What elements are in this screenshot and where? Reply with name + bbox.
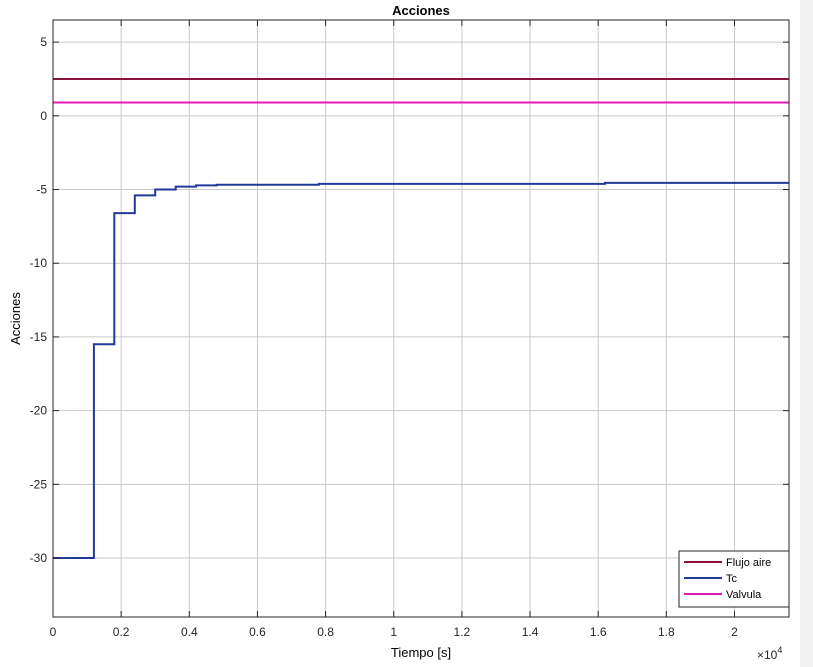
y-tick-label: -20 (30, 404, 48, 418)
x-tick-label: 1.4 (522, 625, 539, 639)
x-tick-label: 0.6 (249, 625, 266, 639)
x-axis-label: Tiempo [s] (391, 645, 451, 660)
y-tick-label: -30 (30, 551, 48, 565)
x-tick-label: 0.4 (181, 625, 198, 639)
axes-frame (52, 19, 790, 618)
legend-label: Flujo aire (726, 557, 771, 569)
x-tick-label: 0.2 (113, 625, 130, 639)
y-axis-label: Acciones (8, 292, 23, 345)
axes-box (52, 19, 790, 618)
legend-label: Valvula (726, 589, 762, 601)
legend-label: Tc (726, 573, 738, 585)
plot-area (53, 20, 789, 617)
x-tick-label: 0 (50, 625, 57, 639)
chart-title: Acciones (392, 3, 450, 18)
y-tick-label: 5 (40, 35, 47, 49)
legend[interactable]: Flujo aire Tc Valvula (678, 550, 790, 608)
window-edge (800, 0, 813, 667)
series-layer (53, 78, 789, 559)
y-tick-label: -25 (30, 477, 48, 491)
x-multiplier-base: ×10 (757, 648, 778, 662)
y-tick-label: -10 (30, 256, 48, 270)
x-tick-label: 1.2 (454, 625, 471, 639)
tick-labels: 0 0.2 0.4 0.6 0.8 1 1.2 1.4 1.6 1.8 2 5 0 -5 -10 -15 -20… (30, 35, 738, 639)
x-multiplier-exponent: 4 (777, 645, 782, 655)
y-tick-label: 0 (40, 109, 47, 123)
y-tick-label: -5 (36, 183, 47, 197)
y-tick-label: -15 (30, 330, 48, 344)
x-axis-multiplier: ×104 (757, 645, 782, 662)
x-tick-label: 2 (731, 625, 738, 639)
x-tick-label: 1 (390, 625, 397, 639)
x-tick-label: 0.8 (317, 625, 334, 639)
x-tick-label: 1.6 (590, 625, 607, 639)
series-line-tc (53, 181, 789, 559)
x-tick-label: 1.8 (658, 625, 675, 639)
plot-background (53, 20, 789, 617)
